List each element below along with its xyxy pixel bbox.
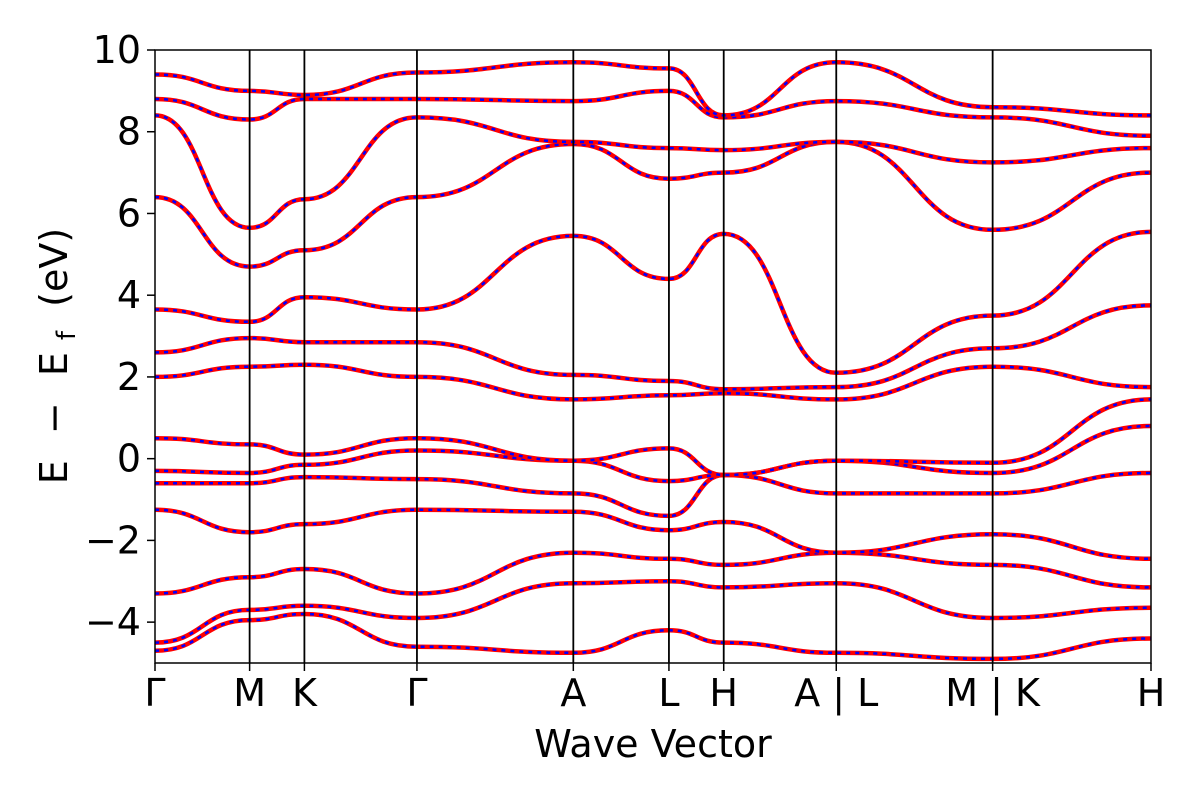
y-tick-label-7: −4 (85, 600, 141, 644)
y-axis-label-ef: E (32, 352, 76, 376)
y-ticks-layer: 10 8 6 4 2 0 −2 −4 (85, 28, 155, 644)
x-tick-label-4: A (560, 671, 586, 715)
band-1-dashed (155, 580, 1151, 644)
x-tick-label-5: L (658, 671, 679, 715)
x-tick-label-3: Γ (406, 671, 427, 715)
band-3-dashed (155, 508, 1151, 561)
x-tick-label-6: H (709, 671, 738, 715)
x-axis-label: Wave Vector (534, 722, 772, 766)
y-tick-label-1: 8 (117, 110, 141, 154)
band-2-dashed (155, 551, 1151, 595)
x-tick-label-2: K (292, 671, 318, 715)
y-axis-label-unit: (eV) (32, 228, 76, 307)
band-5-dashed (155, 424, 1151, 483)
band-0-dashed (155, 612, 1151, 661)
band-13-dashed (155, 61, 1151, 117)
x-tick-label-0: Γ (144, 671, 165, 715)
band-7-dashed (155, 363, 1151, 401)
y-axis-label-e: E (32, 460, 76, 484)
plot-frame (154, 49, 1152, 664)
band-11-dashed (155, 114, 1151, 230)
y-tick-label-2: 6 (117, 191, 141, 235)
band-4-solid (155, 470, 1151, 519)
y-tick-label-4: 2 (117, 355, 141, 399)
band-12-dashed (155, 89, 1151, 138)
band-9-dashed (155, 230, 1151, 375)
bands-layer (155, 60, 1151, 662)
y-axis-label-ef-sub: f (52, 330, 82, 340)
y-axis-label: E − E f (eV) (32, 228, 84, 484)
x-tick-label-7: A | L (794, 671, 878, 716)
y-tick-label-6: −2 (85, 518, 141, 562)
band-10-dashed (155, 140, 1151, 268)
y-tick-label-0: 10 (93, 28, 141, 72)
band-8-dashed (155, 304, 1151, 391)
band-6-dashed (155, 398, 1151, 477)
x-tick-label-9: H (1137, 671, 1166, 715)
y-tick-label-3: 4 (117, 273, 141, 317)
x-tick-label-1: M (233, 671, 266, 715)
y-axis-label-minus: − (32, 402, 76, 434)
x-tick-label-8: M | K (945, 671, 1041, 716)
y-tick-label-5: 0 (117, 437, 141, 481)
kpoint-lines-layer (248, 50, 994, 663)
